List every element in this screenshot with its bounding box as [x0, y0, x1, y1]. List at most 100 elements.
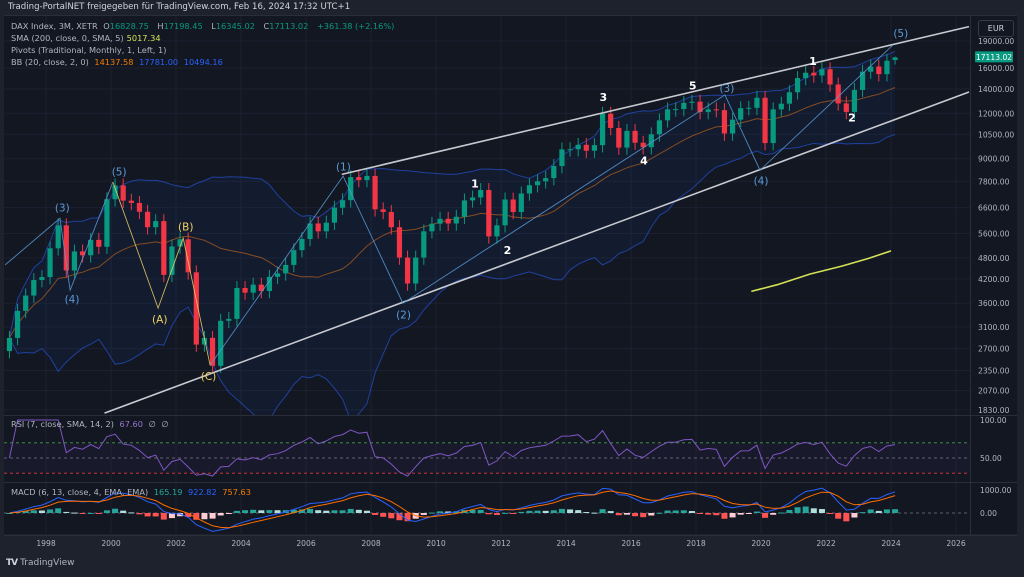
candle-body[interactable] [502, 199, 508, 226]
candle-body[interactable] [55, 225, 61, 249]
candle-body[interactable] [283, 264, 289, 274]
wave-label[interactable]: 1 [471, 177, 479, 190]
candle-body[interactable] [380, 209, 386, 213]
candle-body[interactable] [461, 200, 468, 217]
candle-body[interactable] [299, 239, 305, 251]
pivots-legend[interactable]: Pivots (Traditional, Monthly, 1, Left, 1… [11, 45, 169, 55]
candle-body[interactable] [827, 69, 833, 85]
candle-body[interactable] [640, 142, 646, 148]
candle-body[interactable] [534, 181, 541, 186]
candle-body[interactable] [404, 257, 411, 284]
candle-body[interactable] [478, 190, 484, 198]
candle-body[interactable] [153, 221, 159, 228]
candle-body[interactable] [413, 257, 419, 284]
candle-body[interactable] [96, 239, 102, 247]
candle-body[interactable] [681, 102, 687, 110]
candle-body[interactable] [218, 320, 224, 366]
candle-body[interactable] [624, 130, 630, 148]
candle-body[interactable] [193, 272, 199, 345]
candle-body[interactable] [234, 288, 240, 319]
candle-body[interactable] [713, 109, 719, 111]
candle-body[interactable] [494, 225, 500, 237]
candle-body[interactable] [543, 178, 549, 182]
candle-body[interactable] [372, 175, 378, 210]
wave-label[interactable]: 2 [504, 244, 512, 257]
candle-body[interactable] [876, 66, 882, 75]
candle-body[interactable] [112, 185, 118, 200]
elliott-wave-path[interactable] [112, 181, 211, 366]
candle-body[interactable] [161, 221, 167, 275]
candle-body[interactable] [388, 212, 394, 228]
candle-body[interactable] [437, 218, 443, 224]
candle-body[interactable] [128, 200, 134, 203]
candle-body[interactable] [510, 199, 516, 213]
candle-body[interactable] [274, 273, 281, 277]
candle-body[interactable] [6, 337, 13, 352]
candle-body[interactable] [819, 69, 825, 76]
elliott-wave-path[interactable] [209, 44, 894, 366]
candle-body[interactable] [144, 211, 151, 228]
wave-label[interactable]: (1) [336, 161, 351, 173]
candle-body[interactable] [185, 239, 191, 273]
candle-body[interactable] [23, 295, 29, 311]
candle-body[interactable] [729, 119, 736, 134]
candle-body[interactable] [567, 149, 573, 151]
candle-body[interactable] [843, 103, 849, 112]
candle-body[interactable] [469, 197, 476, 201]
candle-body[interactable] [39, 277, 45, 281]
candle-body[interactable] [616, 127, 622, 148]
candle-body[interactable] [136, 202, 143, 212]
wave-label[interactable]: (2) [396, 310, 411, 322]
candle-body[interactable] [705, 109, 711, 113]
candle-body[interactable] [258, 284, 264, 292]
candle-body[interactable] [794, 78, 801, 93]
candle-body[interactable] [31, 280, 37, 296]
candle-body[interactable] [169, 246, 175, 275]
candle-body[interactable] [14, 310, 21, 338]
wave-label[interactable]: (3) [719, 83, 734, 95]
candle-body[interactable] [778, 103, 784, 110]
candle-body[interactable] [859, 71, 866, 90]
candle-body[interactable] [551, 166, 557, 179]
candle-body[interactable] [868, 66, 874, 72]
candle-body[interactable] [250, 284, 256, 293]
candle-body[interactable] [892, 57, 898, 61]
candle-body[interactable] [315, 223, 321, 232]
rsi-legend[interactable]: RSI (7, close, SMA, 14, 2) 67.60 ∅ ∅ [11, 419, 171, 429]
wave-label[interactable]: (4) [65, 294, 80, 306]
bb-legend[interactable]: BB (20, close, 2, 0) 14137.58 17781.00 1… [11, 57, 226, 67]
candle-body[interactable] [762, 97, 768, 144]
wave-label[interactable]: 5 [689, 80, 697, 93]
wave-label[interactable]: 4 [640, 154, 648, 167]
candle-body[interactable] [88, 239, 94, 256]
lower-channel-trendline[interactable] [104, 91, 970, 414]
candle-body[interactable] [689, 101, 695, 103]
candle-body[interactable] [656, 120, 663, 135]
candle-body[interactable] [811, 72, 817, 76]
candle-body[interactable] [632, 130, 638, 143]
candle-body[interactable] [721, 110, 728, 134]
candle-body[interactable] [559, 149, 565, 167]
candle-body[interactable] [835, 84, 841, 104]
wave-label[interactable]: (4) [754, 175, 769, 187]
candle-body[interactable] [673, 109, 679, 111]
wave-label[interactable]: 3 [600, 91, 608, 104]
candle-body[interactable] [79, 251, 86, 256]
candle-body[interactable] [348, 177, 354, 201]
candle-body[interactable] [746, 107, 752, 109]
candle-body[interactable] [591, 145, 598, 151]
wave-label[interactable]: (3) [55, 203, 70, 215]
candle-body[interactable] [291, 250, 297, 265]
currency-button[interactable]: EUR [978, 20, 1014, 37]
candle-body[interactable] [486, 190, 492, 237]
sma-legend[interactable]: SMA (200, close, 0, SMA, 5) 5017.34 [11, 33, 164, 43]
candle-body[interactable] [738, 108, 744, 120]
candle-body[interactable] [356, 177, 362, 181]
candle-body[interactable] [599, 113, 606, 146]
wave-label[interactable]: (C) [201, 371, 217, 383]
candle-body[interactable] [47, 248, 53, 278]
candle-body[interactable] [177, 239, 183, 247]
wave-label[interactable]: (A) [152, 314, 167, 326]
wave-label[interactable]: 1 [809, 55, 817, 68]
wave-label[interactable]: (5) [893, 28, 908, 40]
